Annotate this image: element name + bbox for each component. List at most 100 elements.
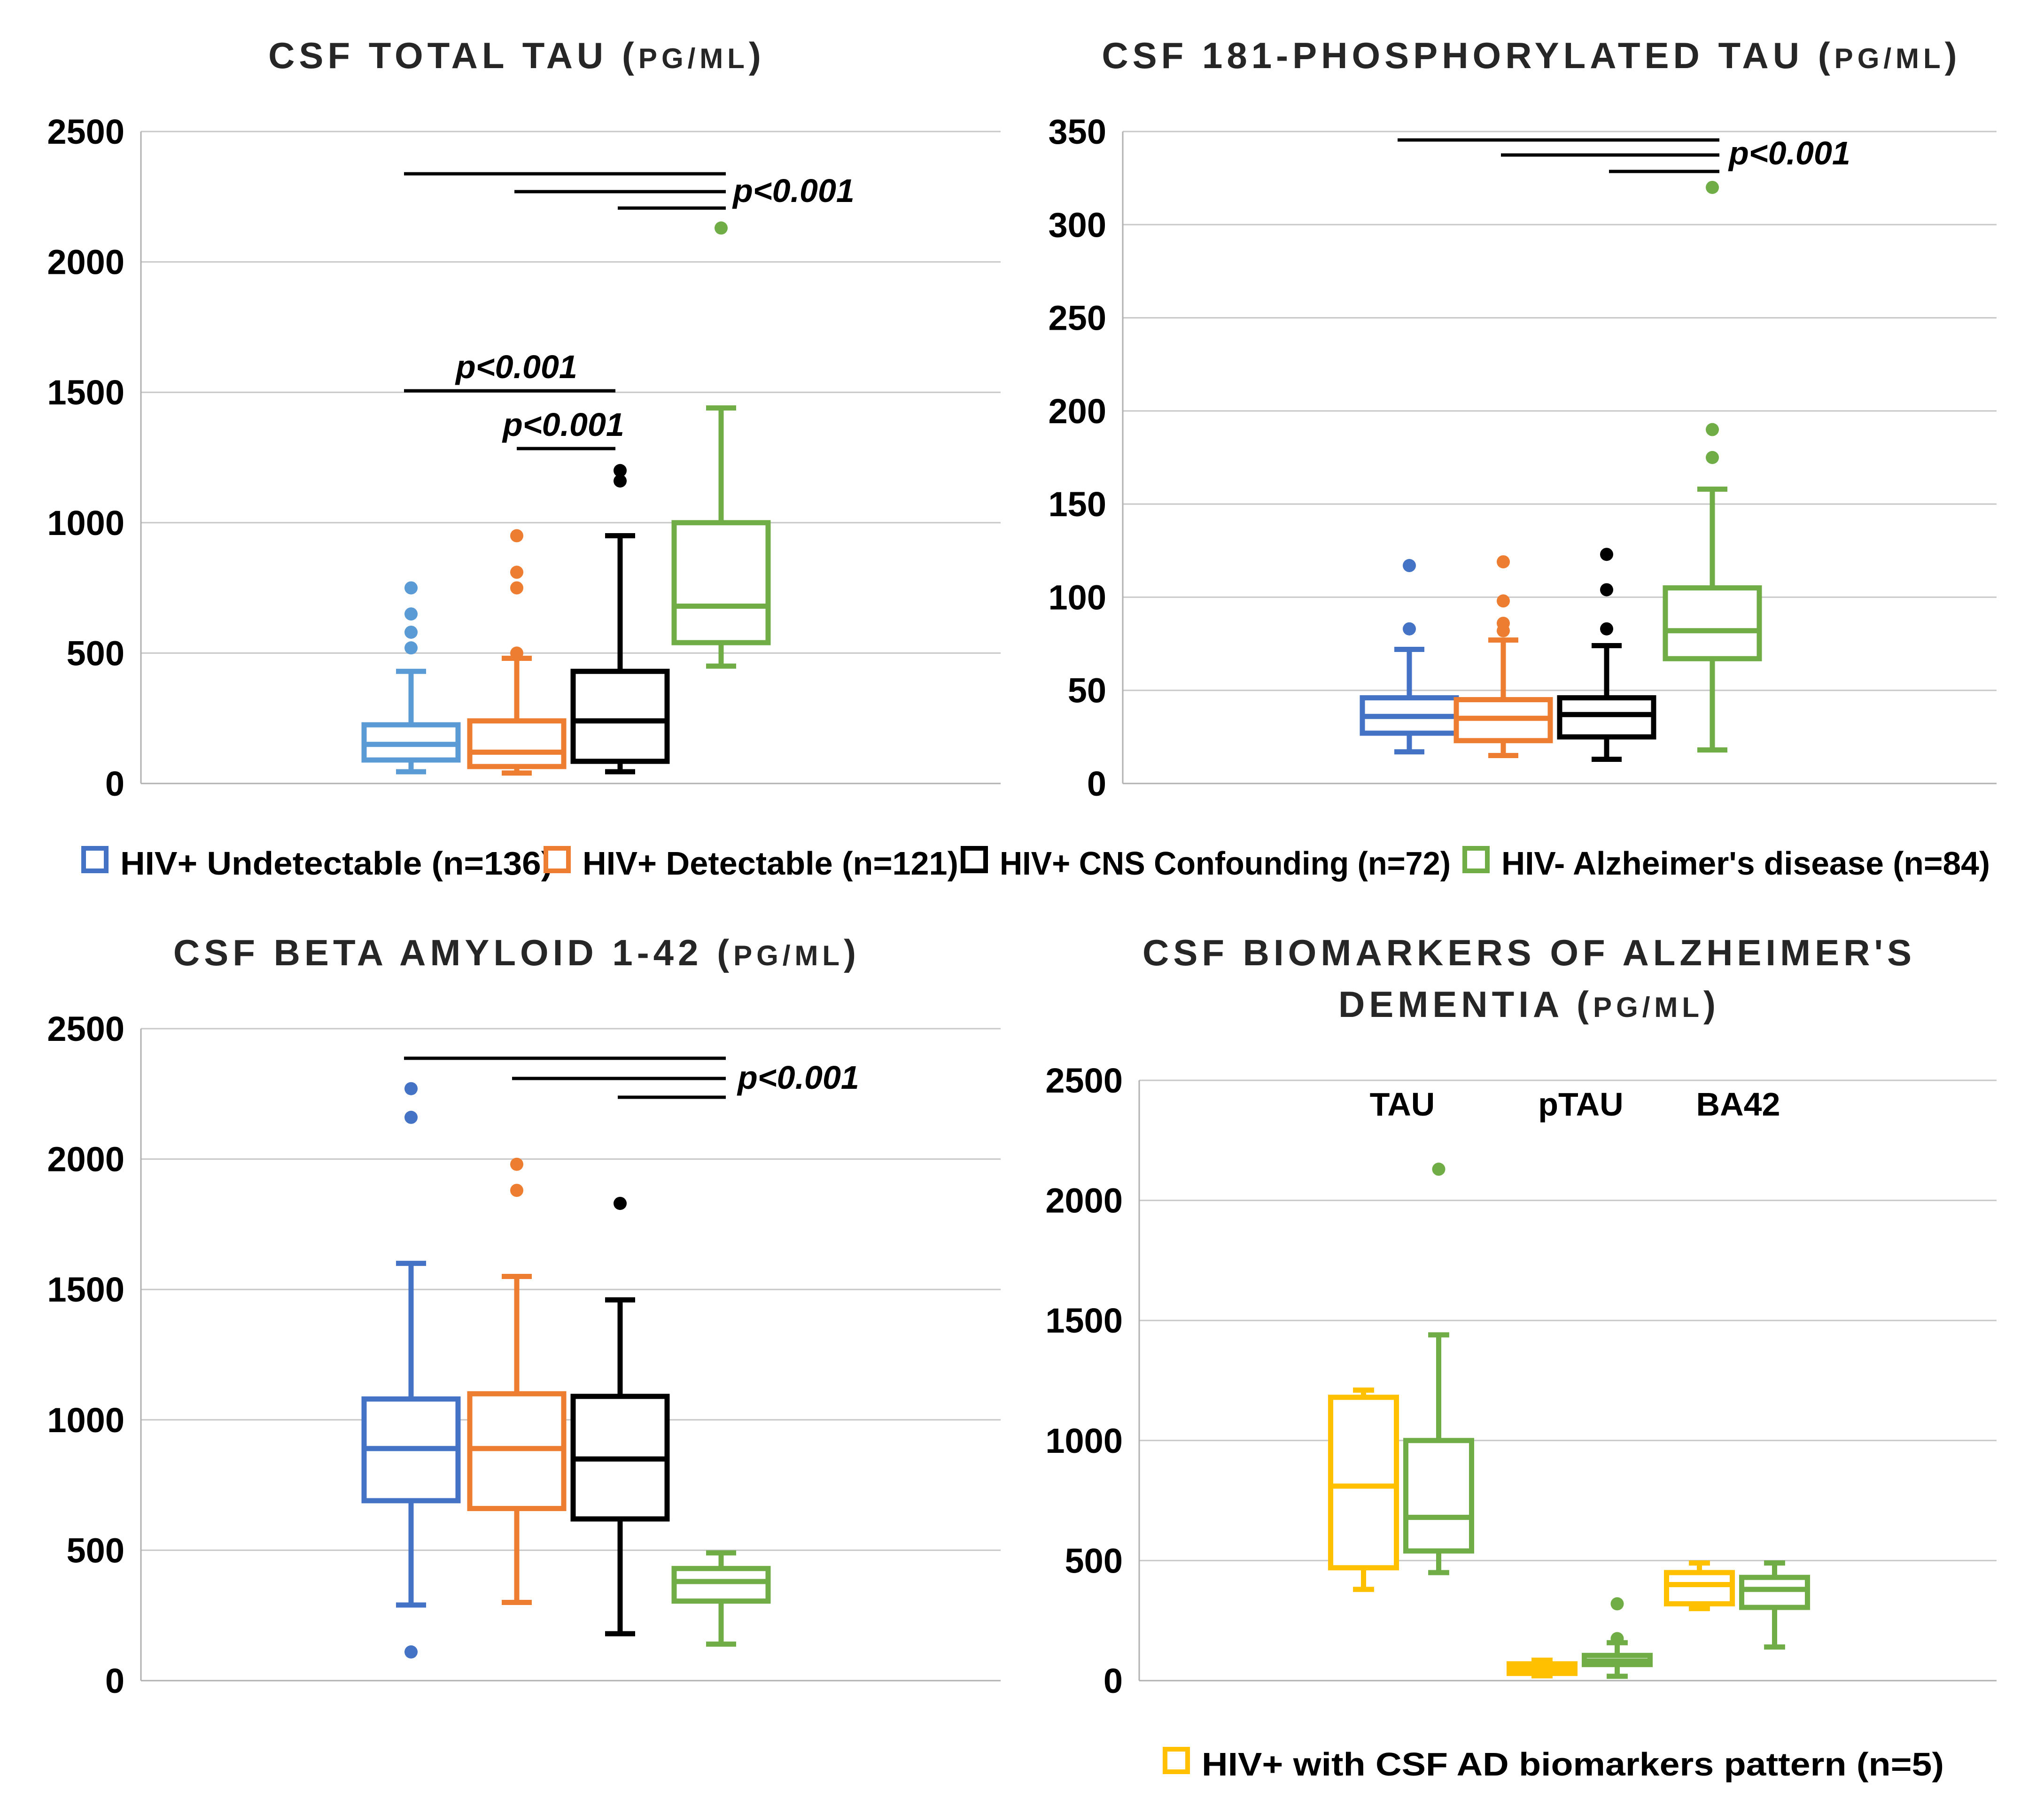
category-label: pTAU [1538,1086,1623,1123]
outlier-point [1610,1632,1624,1645]
outlier-point [1403,622,1416,636]
chart-panel-1: CSF TOTAL TAU (PG/ML) 0 500 1000 1500 2000 250… [47,35,1001,803]
legend-item: HIV+ Undetectable (n=136) [81,845,552,882]
outlier-point [614,474,627,488]
box-series-0 [361,581,461,775]
chart-title-line2: DEMENTIA (PG/ML) [1338,984,1720,1025]
box-iqr [1328,1395,1399,1571]
legend-swatch [961,846,988,873]
box-series-1 [467,529,567,776]
box-iqr [671,520,771,645]
chart-title: CSF TOTAL TAU (PG/ML) [268,35,765,76]
y-tick-label: 1000 [1045,1421,1123,1460]
significance-annotation: p<0.001 [404,1056,859,1099]
outlier-point [1706,180,1719,194]
box-series-1 [467,1157,567,1605]
outlier-point [510,1157,523,1171]
box-iqr [467,1391,567,1512]
box-series-0 [361,1082,461,1659]
outlier-point [404,1082,418,1095]
y-tick-label: 1500 [47,1270,124,1309]
legend-label: HIV+ Undetectable (n=136) [120,845,552,882]
outlier-point [1600,548,1613,561]
y-tick-label: 50 [1068,671,1106,710]
y-tick-label: 2000 [47,243,124,282]
legend-label: HIV+ CNS Confounding (n=72) [1000,845,1451,882]
p-value-label: p<0.001 [732,172,855,209]
p-value-label: p<0.001 [455,349,577,385]
outlier-point [404,581,418,595]
legend-top: HIV+ Undetectable (n=136) HIV+ Detectable… [81,845,1990,882]
chart-panel-4: CSF BIOMARKERS OF ALZHEIMER'S DEMENTIA (P… [1045,932,1997,1700]
legend-swatch [544,846,571,873]
box-series-2 [1557,548,1656,762]
box-series-2 [570,1196,670,1636]
legend-item: HIV+ with CSF AD biomarkers pattern (n=5… [1163,1746,1944,1783]
outlier-point [1497,555,1510,569]
box-ba42-0 [1664,1560,1735,1612]
outlier-point [404,1645,418,1659]
p-value-label: p<0.001 [737,1059,859,1096]
p-value-label: p<0.001 [1728,135,1850,171]
box-tau-1 [1403,1163,1474,1575]
y-tick-label: 0 [105,764,124,803]
y-tick-label: 2000 [47,1140,124,1179]
chart-title-unit: PG/ML [1593,992,1703,1023]
box-ptau-1 [1582,1597,1653,1679]
outlier-point [1706,423,1719,436]
y-tick-label: 300 [1049,205,1106,244]
y-tick-label: 2500 [47,112,124,151]
chart-title-unit: PG/ML [638,43,749,74]
legend-label: HIV+ with CSF AD biomarkers pattern (n=5… [1202,1746,1944,1783]
outlier-point [1403,559,1416,573]
box-series-3 [1663,180,1762,753]
box-iqr [570,668,670,764]
outlier-point [404,1110,418,1124]
box-series-2 [570,464,670,775]
outlier-point [1600,622,1613,636]
y-tick-label: 1500 [47,373,124,412]
outlier-point [510,566,523,579]
box-series-3 [671,1550,771,1647]
legend-item: HIV+ CNS Confounding (n=72) [961,845,1451,882]
legend-label: HIV- Alzheimer's disease (n=84) [1501,845,1990,882]
outlier-point [715,221,728,235]
p-value-label: p<0.001 [502,406,624,443]
y-tick-label: 150 [1049,485,1106,524]
y-tick-label: 200 [1049,392,1106,431]
outlier-point [1432,1163,1446,1176]
chart-title: CSF BETA AMYLOID 1-42 (PG/ML) [173,932,860,973]
outlier-point [404,625,418,639]
outlier-point [1706,451,1719,464]
legend-item: HIV+ Detectable (n=121) [544,845,958,882]
y-tick-label: 0 [1087,764,1106,803]
y-tick-label: 500 [67,1531,124,1570]
outlier-point [510,581,523,595]
legend-bottom: HIV+ with CSF AD biomarkers pattern (n=5… [1163,1746,1944,1783]
legend-swatch [81,846,109,873]
outlier-point [510,646,523,660]
legend-label: HIV+ Detectable (n=121) [583,845,958,882]
y-tick-label: 350 [1049,112,1106,151]
legend-swatch [1462,846,1490,873]
chart-panel-2: CSF 181-PHOSPHORYLATED TAU (PG/ML) 0 50 100… [1049,35,1997,803]
category-label: BA42 [1696,1086,1780,1123]
y-tick-label: 500 [67,634,124,673]
y-tick-label: 100 [1049,578,1106,617]
box-iqr [1557,695,1656,740]
significance-annotation: p<0.001 [404,349,615,393]
chart-panel-3: CSF BETA AMYLOID 1-42 (PG/ML) 0 500 1000 150… [47,932,1001,1700]
legend-item: HIV- Alzheimer's disease (n=84) [1462,845,1990,882]
y-tick-label: 2500 [1045,1061,1123,1100]
box-ptau-0 [1507,1658,1578,1679]
box-series-1 [1453,555,1553,759]
outlier-point [614,1196,627,1210]
outlier-point [614,464,627,477]
box-iqr [467,718,567,769]
y-tick-label: 1500 [1045,1301,1123,1340]
chart-title: CSF BIOMARKERS OF ALZHEIMER'S [1142,932,1916,973]
box-series-0 [1360,559,1459,755]
box-iqr [1403,1438,1474,1554]
box-iqr [1663,585,1762,661]
category-label: TAU [1370,1086,1435,1123]
